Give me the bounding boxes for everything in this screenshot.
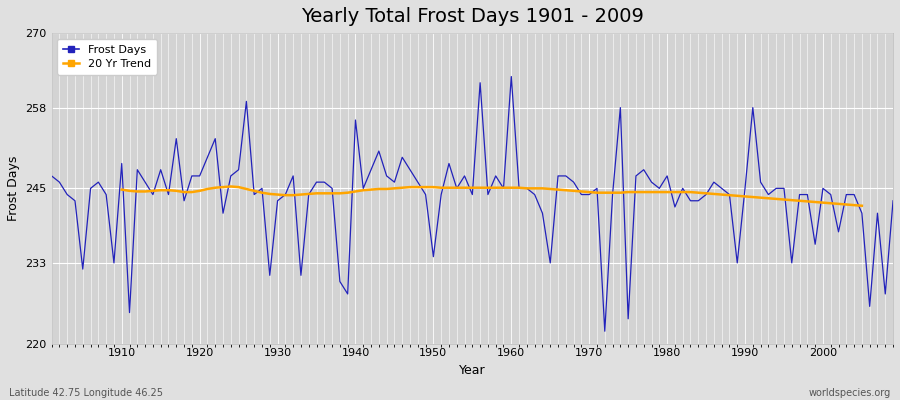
Y-axis label: Frost Days: Frost Days xyxy=(7,156,20,221)
Legend: Frost Days, 20 Yr Trend: Frost Days, 20 Yr Trend xyxy=(58,39,157,75)
Title: Yearly Total Frost Days 1901 - 2009: Yearly Total Frost Days 1901 - 2009 xyxy=(301,7,644,26)
X-axis label: Year: Year xyxy=(459,364,486,377)
Text: Latitude 42.75 Longitude 46.25: Latitude 42.75 Longitude 46.25 xyxy=(9,388,163,398)
Text: worldspecies.org: worldspecies.org xyxy=(809,388,891,398)
